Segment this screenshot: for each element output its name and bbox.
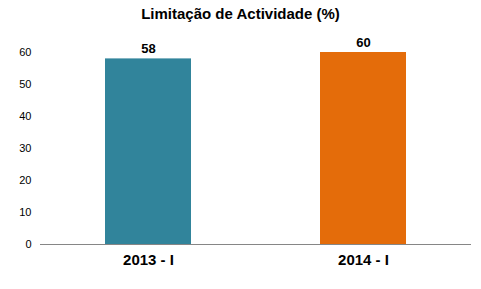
svg-text:50: 50	[19, 78, 31, 90]
html-text:Limitação de Actividade (%): Limitação de Actividade (%)	[141, 5, 340, 22]
svg-text:0: 0	[25, 238, 31, 250]
svg-text:58: 58	[141, 41, 155, 56]
svg-text:2014 - I: 2014 - I	[338, 251, 389, 268]
svg-text:60: 60	[356, 35, 370, 50]
svg-text:40: 40	[19, 110, 31, 122]
svg-text:2013 - I: 2013 - I	[123, 251, 174, 268]
svg-text:20: 20	[19, 174, 31, 186]
svg-text:10: 10	[19, 206, 31, 218]
svg-text:60: 60	[19, 46, 31, 58]
svg-text:30: 30	[19, 142, 31, 154]
